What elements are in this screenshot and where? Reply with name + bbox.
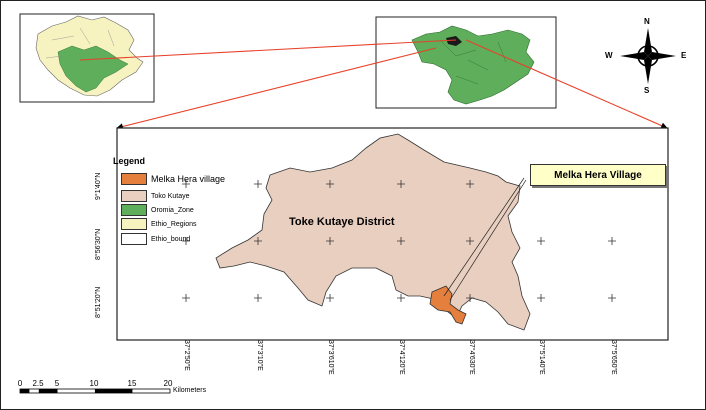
connector-line: [79, 39, 457, 61]
scale-bar-number: 15: [127, 379, 137, 388]
legend-swatch: [121, 204, 147, 216]
compass-w-label: W: [605, 51, 613, 60]
legend-item: Toko Kutaye: [121, 190, 190, 202]
legend-title: Legend: [113, 156, 146, 166]
lon-tick-label: 37°2'50"E: [183, 340, 190, 371]
lon-tick-label: 37°4'120"E: [398, 340, 405, 375]
lat-tick-label: 8°56'30"N: [95, 228, 102, 260]
legend-swatch: [121, 190, 147, 202]
scale-bar-number: 20: [163, 379, 173, 388]
legend-item-label: Ethio_Regions: [151, 220, 197, 228]
compass-s-label: S: [644, 86, 650, 95]
lon-tick-label: 37°4'630"E: [468, 340, 475, 375]
lat-tick-label: 8°51'20"N: [95, 286, 102, 318]
graticule-cross: [608, 237, 616, 245]
lon-tick-label: 37°3'610"E: [327, 340, 334, 375]
graticule-cross: [326, 180, 334, 188]
scale-bar: [19, 388, 171, 394]
connector-line-left: [116, 47, 437, 130]
graticule-cross: [466, 180, 474, 188]
lat-tick-label: 9°1'40"N: [95, 172, 102, 200]
toke-kutaye-inset-shape: [446, 36, 462, 46]
scale-bar-number: 0: [17, 379, 23, 388]
lon-tick-label: 37°5'650"E: [610, 340, 617, 375]
compass-e-label: E: [681, 51, 687, 60]
oromia-zone-shape: [411, 25, 535, 105]
district-label: Toke Kutaye District: [289, 216, 395, 228]
graticule-cross: [254, 237, 262, 245]
legend-item: Ethio_Regions: [121, 218, 197, 230]
graticule-cross: [537, 237, 545, 245]
ethiopia-oromia-zone-shape: [57, 45, 129, 93]
graticule-cross: [537, 294, 545, 302]
lon-tick-label: 37°3'10"E: [256, 340, 263, 371]
connector-line-right: [465, 39, 668, 129]
scale-bar-number: 5: [54, 379, 60, 388]
compass-rose-icon: [620, 28, 676, 84]
legend-item: Melka Hera village: [121, 173, 225, 185]
graticule-cross: [397, 237, 405, 245]
graticule-cross: [326, 237, 334, 245]
scale-bar-number: 2.5: [32, 379, 44, 388]
scale-bar-number: 10: [89, 379, 99, 388]
graticule-cross: [466, 294, 474, 302]
legend-item-label: Ethio_bound: [151, 235, 191, 243]
graticule-cross: [254, 294, 262, 302]
graticule-cross: [608, 294, 616, 302]
legend-item: Oromia_Zone: [121, 204, 194, 216]
legend-swatch: [121, 173, 147, 185]
graticule-cross: [182, 294, 190, 302]
graticule-cross: [326, 294, 334, 302]
legend-swatch: [121, 218, 147, 230]
legend-item: Ethio_bound: [121, 233, 190, 245]
scale-bar-unit: Kilometers: [173, 387, 207, 394]
village-callout: Melka Hera Village: [530, 164, 666, 186]
graticule-cross: [182, 237, 190, 245]
legend-item-label: Oromia_Zone: [151, 206, 194, 214]
legend-swatch: [121, 233, 147, 245]
graticule-cross: [254, 180, 262, 188]
compass-n-label: N: [644, 17, 650, 26]
graticule: [182, 180, 616, 302]
lon-tick-label: 37°5'140"E: [538, 340, 545, 375]
graticule-cross: [182, 180, 190, 188]
legend-item-label: Melka Hera village: [151, 174, 226, 184]
graticule-cross: [466, 237, 474, 245]
graticule-cross: [397, 180, 405, 188]
melka-hera-village-shape: [429, 285, 467, 325]
graticule-cross: [397, 294, 405, 302]
legend-item-label: Toko Kutaye: [151, 192, 190, 200]
